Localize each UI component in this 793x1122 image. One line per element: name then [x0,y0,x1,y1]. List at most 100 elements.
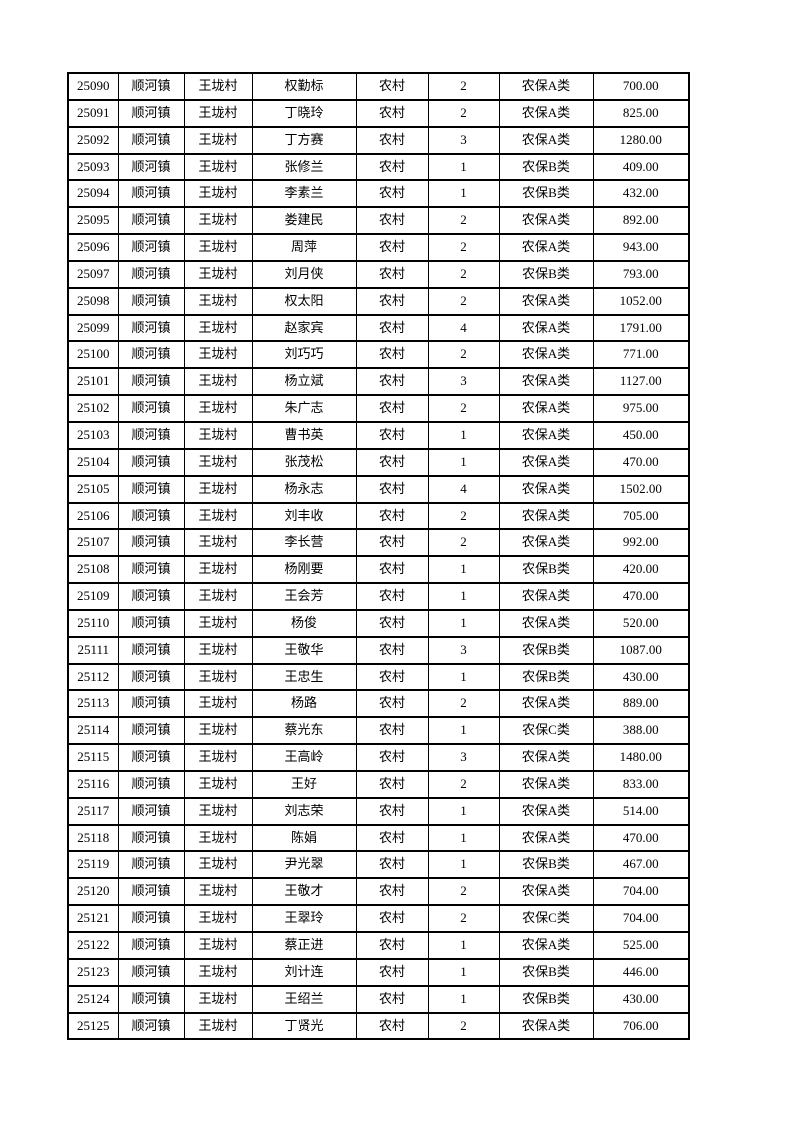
cell-insurance-category: 农保A类 [498,474,594,504]
cell-village: 王垅村 [183,259,253,289]
cell-person-count: 1 [427,796,500,826]
table-row: 25115 顺河镇 王垅村 王高岭 农村 3 农保A类 1480.00 [67,743,690,772]
cell-person-name: 杨刚要 [251,555,357,585]
cell-town: 顺河镇 [117,877,185,907]
cell-person-name: 尹光翠 [251,850,357,880]
cell-person-count: 2 [427,877,500,907]
cell-amount: 1127.00 [592,367,690,397]
cell-village: 王垅村 [183,984,253,1014]
cell-residence-type: 农村 [355,286,429,316]
cell-record-id: 25090 [67,72,119,101]
cell-insurance-category: 农保A类 [498,528,594,558]
table-row: 25105 顺河镇 王垅村 杨永志 农村 4 农保A类 1502.00 [67,474,690,504]
table-row: 25109 顺河镇 王垅村 王会芳 农村 1 农保A类 470.00 [67,582,690,611]
table-row: 25110 顺河镇 王垅村 杨俊 农村 1 农保A类 520.00 [67,608,690,638]
cell-amount: 943.00 [592,233,690,262]
cell-insurance-category: 农保A类 [498,689,594,719]
cell-person-name: 赵家宾 [251,313,357,343]
cell-person-count: 2 [427,689,500,719]
cell-person-name: 王忠生 [251,662,357,692]
cell-village: 王垅村 [183,743,253,772]
benefit-roster-table: 25090 顺河镇 王垅村 权勤标 农村 2 农保A类 700.00 25091 顺河镇 王垅村 丁晓… [67,72,690,1041]
cell-village: 王垅村 [183,286,253,316]
cell-person-name: 刘丰收 [251,501,357,531]
cell-amount: 825.00 [592,98,690,128]
cell-amount: 793.00 [592,259,690,289]
cell-residence-type: 农村 [355,823,429,853]
cell-record-id: 25096 [67,233,119,262]
cell-insurance-category: 农保A类 [498,877,594,907]
cell-amount: 705.00 [592,501,690,531]
cell-amount: 704.00 [592,904,690,933]
cell-insurance-category: 农保B类 [498,984,594,1014]
cell-insurance-category: 农保B类 [498,179,594,209]
cell-person-name: 刘巧巧 [251,340,357,370]
table-row: 25113 顺河镇 王垅村 杨路 农村 2 农保A类 889.00 [67,689,690,719]
cell-person-name: 蔡光东 [251,716,357,746]
cell-person-count: 1 [427,931,500,960]
cell-residence-type: 农村 [355,340,429,370]
cell-residence-type: 农村 [355,931,429,960]
cell-person-count: 3 [427,635,500,665]
cell-amount: 889.00 [592,689,690,719]
cell-person-count: 1 [427,608,500,638]
cell-record-id: 25108 [67,555,119,585]
cell-amount: 771.00 [592,340,690,370]
cell-insurance-category: 农保B类 [498,662,594,692]
table-row: 25120 顺河镇 王垅村 王敬才 农村 2 农保A类 704.00 [67,877,690,907]
cell-person-name: 刘志荣 [251,796,357,826]
cell-record-id: 25104 [67,447,119,477]
cell-village: 王垅村 [183,689,253,719]
cell-record-id: 25102 [67,394,119,423]
cell-person-count: 1 [427,957,500,987]
cell-residence-type: 农村 [355,420,429,450]
table-row: 25090 顺河镇 王垅村 权勤标 农村 2 农保A类 700.00 [67,72,690,101]
cell-village: 王垅村 [183,179,253,209]
cell-town: 顺河镇 [117,904,185,933]
cell-record-id: 25123 [67,957,119,987]
cell-town: 顺河镇 [117,850,185,880]
cell-person-name: 张修兰 [251,152,357,182]
cell-town: 顺河镇 [117,743,185,772]
cell-village: 王垅村 [183,931,253,960]
cell-record-id: 25099 [67,313,119,343]
cell-village: 王垅村 [183,233,253,262]
cell-residence-type: 农村 [355,72,429,101]
cell-insurance-category: 农保A类 [498,286,594,316]
cell-record-id: 25117 [67,796,119,826]
cell-insurance-category: 农保B类 [498,850,594,880]
cell-residence-type: 农村 [355,796,429,826]
cell-person-count: 1 [427,420,500,450]
cell-record-id: 25094 [67,179,119,209]
cell-record-id: 25110 [67,608,119,638]
cell-town: 顺河镇 [117,367,185,397]
cell-record-id: 25113 [67,689,119,719]
cell-amount: 514.00 [592,796,690,826]
table-row: 25117 顺河镇 王垅村 刘志荣 农村 1 农保A类 514.00 [67,796,690,826]
cell-person-count: 2 [427,501,500,531]
table-row: 25103 顺河镇 王垅村 曹书英 农村 1 农保A类 450.00 [67,420,690,450]
cell-amount: 833.00 [592,769,690,799]
table-row: 25108 顺河镇 王垅村 杨刚要 农村 1 农保B类 420.00 [67,555,690,585]
table-row: 25095 顺河镇 王垅村 娄建民 农村 2 农保A类 892.00 [67,206,690,236]
cell-town: 顺河镇 [117,98,185,128]
cell-person-count: 2 [427,259,500,289]
cell-person-count: 1 [427,447,500,477]
cell-insurance-category: 农保A类 [498,1011,594,1041]
cell-amount: 388.00 [592,716,690,746]
cell-village: 王垅村 [183,474,253,504]
cell-amount: 1480.00 [592,743,690,772]
cell-town: 顺河镇 [117,1011,185,1041]
cell-person-count: 2 [427,98,500,128]
cell-amount: 1502.00 [592,474,690,504]
cell-town: 顺河镇 [117,179,185,209]
cell-person-count: 4 [427,474,500,504]
cell-town: 顺河镇 [117,582,185,611]
cell-residence-type: 农村 [355,528,429,558]
table-row: 25104 顺河镇 王垅村 张茂松 农村 1 农保A类 470.00 [67,447,690,477]
cell-residence-type: 农村 [355,233,429,262]
cell-person-name: 权太阳 [251,286,357,316]
cell-village: 王垅村 [183,555,253,585]
cell-record-id: 25095 [67,206,119,236]
